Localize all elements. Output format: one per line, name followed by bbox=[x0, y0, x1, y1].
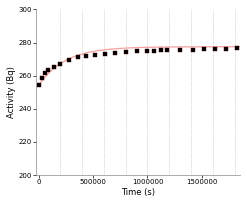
Y-axis label: Activity (Bq): Activity (Bq) bbox=[7, 66, 16, 118]
Point bbox=[235, 47, 239, 50]
Point bbox=[113, 51, 117, 54]
Point bbox=[58, 62, 62, 66]
Point bbox=[224, 47, 228, 50]
Point bbox=[46, 68, 50, 72]
Point bbox=[67, 58, 71, 62]
Point bbox=[165, 49, 169, 52]
Point bbox=[152, 49, 156, 52]
Point bbox=[76, 56, 80, 59]
Point bbox=[84, 54, 88, 58]
Point bbox=[37, 83, 41, 86]
Point bbox=[213, 47, 217, 51]
Point bbox=[124, 50, 128, 54]
Point bbox=[52, 65, 56, 68]
Point bbox=[191, 48, 195, 51]
Point bbox=[93, 53, 97, 56]
Point bbox=[202, 48, 206, 51]
Point bbox=[178, 48, 182, 51]
X-axis label: Time (s): Time (s) bbox=[121, 188, 155, 197]
Point bbox=[40, 76, 43, 80]
Point bbox=[159, 49, 163, 52]
Point bbox=[42, 72, 46, 75]
Point bbox=[103, 52, 107, 55]
Point bbox=[145, 49, 149, 52]
Point bbox=[135, 50, 139, 53]
